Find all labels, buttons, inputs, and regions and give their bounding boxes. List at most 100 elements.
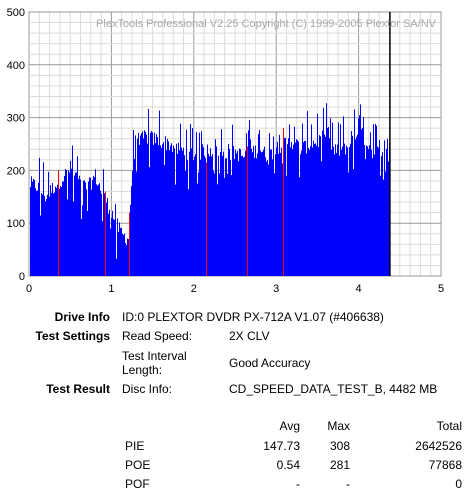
pie-bar bbox=[66, 169, 67, 276]
pie-bar bbox=[43, 162, 44, 276]
pie-bar bbox=[57, 184, 58, 276]
pie-bar bbox=[266, 161, 267, 276]
y-tick-label: 300 bbox=[7, 113, 25, 125]
pie-bar bbox=[241, 156, 242, 276]
pie-bar bbox=[300, 154, 301, 276]
x-tick-label: 5 bbox=[438, 283, 444, 295]
pie-bar bbox=[350, 143, 351, 276]
pie-bar bbox=[48, 171, 49, 276]
pie-bar bbox=[144, 130, 145, 276]
pie-bar bbox=[239, 148, 240, 276]
pie-bar bbox=[215, 139, 216, 276]
pie-bar bbox=[263, 149, 264, 276]
pie-bar bbox=[59, 188, 60, 276]
pie-bar bbox=[269, 133, 270, 276]
pie-bar bbox=[118, 231, 119, 276]
pie-bar bbox=[145, 131, 146, 276]
poe-bar bbox=[247, 146, 248, 276]
pie-bar bbox=[372, 158, 373, 276]
pie-bar bbox=[157, 137, 158, 276]
pie-bar bbox=[297, 140, 298, 276]
pie-bar bbox=[308, 147, 309, 276]
pie-bar bbox=[73, 201, 74, 276]
test-interval-label-line2: Length: bbox=[122, 363, 163, 377]
pie-bar bbox=[302, 123, 303, 276]
pie-bar bbox=[120, 227, 121, 276]
row-pof-total: 0 bbox=[455, 477, 462, 491]
y-tick-label: 400 bbox=[7, 60, 25, 72]
pie-bar bbox=[54, 192, 55, 276]
pie-bar bbox=[141, 133, 142, 276]
pie-bar bbox=[261, 152, 262, 276]
row-poe-max: 281 bbox=[329, 458, 350, 472]
pie-bar bbox=[278, 153, 279, 276]
pie-bar bbox=[60, 186, 61, 276]
pie-bar bbox=[355, 139, 356, 276]
pie-bar bbox=[242, 155, 243, 276]
pie-bar bbox=[114, 219, 115, 276]
pie-bar bbox=[160, 145, 161, 276]
axis-labels: 0 100 200 300 400 500 0 1 2 3 4 5 bbox=[7, 7, 444, 295]
poe-bar bbox=[283, 128, 284, 276]
pie-bar bbox=[108, 213, 109, 276]
pie-bar bbox=[40, 215, 41, 276]
pie-bar bbox=[286, 175, 287, 276]
pie-bar bbox=[320, 136, 321, 276]
pie-bar bbox=[131, 186, 132, 276]
test-result-label: Test Result bbox=[46, 382, 110, 396]
pie-bar bbox=[123, 235, 124, 276]
pie-bar bbox=[310, 146, 311, 276]
pie-bar bbox=[270, 149, 271, 276]
test-settings-label: Test Settings bbox=[35, 329, 110, 343]
pie-bar bbox=[328, 127, 329, 276]
pie-bar bbox=[291, 142, 292, 276]
pie-bar bbox=[318, 147, 319, 276]
pie-bar bbox=[72, 145, 73, 276]
pie-bar bbox=[139, 144, 140, 276]
pie-bar bbox=[97, 185, 98, 276]
y-tick-label: 200 bbox=[7, 165, 25, 177]
pie-bar bbox=[364, 145, 365, 276]
pie-bar bbox=[74, 175, 75, 276]
pie-bar bbox=[208, 153, 209, 276]
pie-bar bbox=[346, 145, 347, 276]
disc-info-label: Disc Info: bbox=[122, 382, 173, 396]
pie-bar bbox=[209, 156, 210, 276]
pie-bar bbox=[195, 154, 196, 276]
pie-bar bbox=[243, 157, 244, 276]
pie-bar bbox=[267, 160, 268, 276]
pie-bar bbox=[232, 124, 233, 277]
pie-chart: 0 100 200 300 400 500 0 1 2 3 4 5 PlexTools Profess… bbox=[7, 7, 444, 295]
pie-bar bbox=[374, 154, 375, 276]
pie-bar bbox=[356, 136, 357, 276]
pie-bar bbox=[203, 147, 204, 276]
pie-bar bbox=[96, 184, 97, 276]
pie-bar bbox=[284, 138, 285, 276]
pie-bar bbox=[113, 219, 114, 276]
pie-bar bbox=[366, 145, 367, 276]
pie-bar bbox=[55, 186, 56, 276]
pie-bar bbox=[230, 160, 231, 276]
pie-bar bbox=[71, 168, 72, 276]
pie-bar bbox=[207, 144, 208, 276]
x-tick-label: 1 bbox=[108, 283, 114, 295]
pie-bar bbox=[312, 147, 313, 276]
poe-bar bbox=[58, 170, 59, 276]
pie-bar bbox=[101, 193, 102, 276]
pie-bar bbox=[288, 138, 289, 276]
pie-bar bbox=[35, 188, 36, 276]
pie-bar bbox=[272, 159, 273, 276]
pie-bar bbox=[321, 161, 322, 276]
pie-bar bbox=[388, 161, 389, 276]
pie-bar bbox=[282, 163, 283, 276]
pie-bar bbox=[44, 196, 45, 276]
pie-bar bbox=[382, 152, 383, 276]
pie-bar bbox=[214, 173, 215, 276]
pie-bar bbox=[134, 159, 135, 276]
pie-bar bbox=[246, 133, 247, 276]
row-pof-avg: - bbox=[296, 477, 300, 491]
pie-bar bbox=[202, 144, 203, 276]
pie-bar bbox=[30, 187, 31, 276]
pie-bar bbox=[171, 143, 172, 276]
row-poe-total: 77868 bbox=[428, 458, 462, 472]
